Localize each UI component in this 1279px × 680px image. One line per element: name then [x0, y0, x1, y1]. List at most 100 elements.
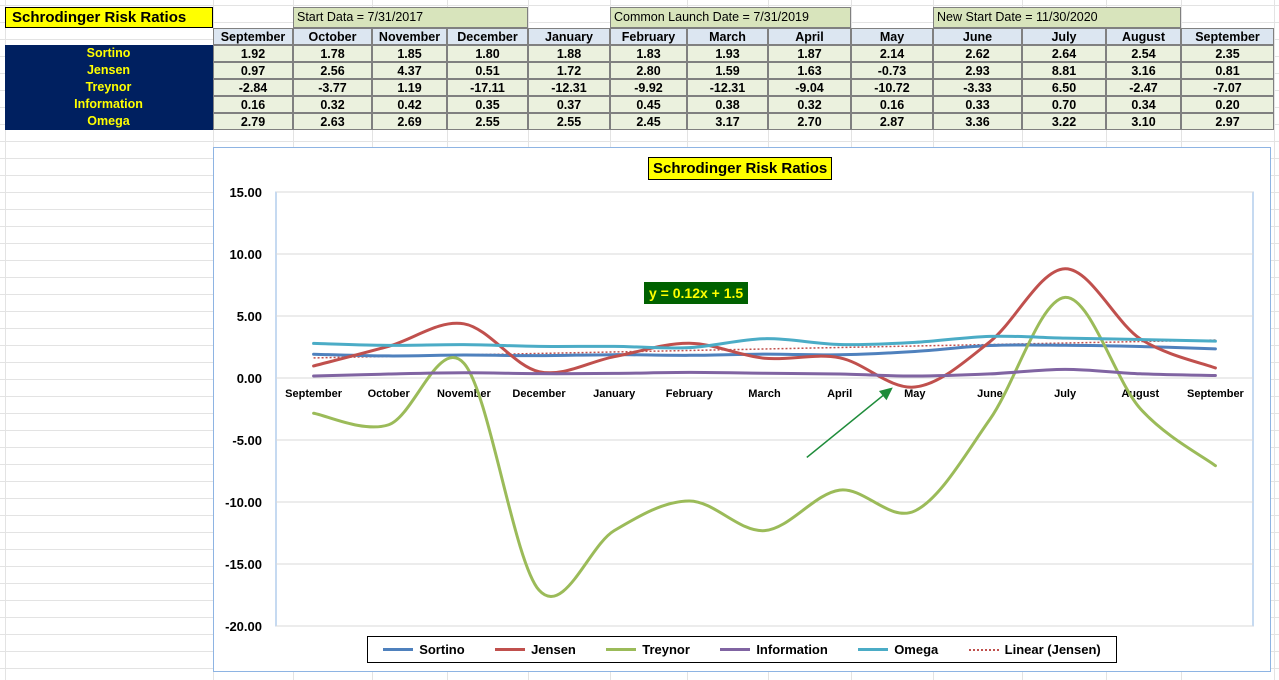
new-start-date-band[interactable]: New Start Date = 11/30/2020 — [933, 7, 1181, 28]
value-cell[interactable]: 1.93 — [687, 45, 768, 62]
value-cell[interactable]: 1.88 — [528, 45, 610, 62]
value-cell[interactable]: -10.72 — [851, 79, 933, 96]
sheet-column-line — [5, 0, 6, 680]
value-cell[interactable]: -12.31 — [687, 79, 768, 96]
value-cell[interactable]: 0.34 — [1106, 96, 1181, 113]
value-cell[interactable]: 2.45 — [610, 113, 687, 130]
value-cell[interactable]: 2.56 — [293, 62, 372, 79]
row-label-cell[interactable]: Treynor — [5, 79, 213, 96]
value-cell[interactable]: 1.72 — [528, 62, 610, 79]
legend-item-sortino: Sortino — [383, 642, 465, 657]
value-cell[interactable]: 1.80 — [447, 45, 528, 62]
value-cell[interactable]: 2.55 — [528, 113, 610, 130]
sheet-column-line — [1274, 0, 1275, 680]
value-cell[interactable]: 2.80 — [610, 62, 687, 79]
month-header-cell[interactable]: April — [768, 28, 851, 45]
value-cell[interactable]: 0.97 — [213, 62, 293, 79]
value-cell[interactable]: 0.81 — [1181, 62, 1274, 79]
month-header-cell[interactable]: June — [933, 28, 1022, 45]
month-header-cell[interactable]: September — [213, 28, 293, 45]
value-cell[interactable]: 3.36 — [933, 113, 1022, 130]
value-cell[interactable]: 1.92 — [213, 45, 293, 62]
value-cell[interactable]: -2.84 — [213, 79, 293, 96]
value-cell[interactable]: -0.73 — [851, 62, 933, 79]
value-cell[interactable]: 2.54 — [1106, 45, 1181, 62]
chart-plot-svg: 15.00 10.00 5.00 0.00 -5.00 -10.00 -15.00 -20.0… — [225, 185, 1254, 634]
row-label-cell[interactable]: Omega — [5, 113, 213, 130]
value-cell[interactable]: 1.19 — [372, 79, 447, 96]
value-cell[interactable]: -9.92 — [610, 79, 687, 96]
value-cell[interactable]: 1.87 — [768, 45, 851, 62]
legend-swatch-omega — [858, 648, 889, 651]
value-cell[interactable]: 0.37 — [528, 96, 610, 113]
value-cell[interactable]: 0.45 — [610, 96, 687, 113]
value-cell[interactable]: 1.83 — [610, 45, 687, 62]
value-cell[interactable]: 3.16 — [1106, 62, 1181, 79]
value-cell[interactable]: 0.16 — [851, 96, 933, 113]
value-cell[interactable]: 4.37 — [372, 62, 447, 79]
month-header-cell[interactable]: January — [528, 28, 610, 45]
value-cell[interactable]: 2.97 — [1181, 113, 1274, 130]
value-cell[interactable]: 0.42 — [372, 96, 447, 113]
month-header-cell[interactable]: August — [1106, 28, 1181, 45]
value-cell[interactable]: 2.55 — [447, 113, 528, 130]
value-cell[interactable]: 2.64 — [1022, 45, 1106, 62]
value-cell[interactable]: 2.14 — [851, 45, 933, 62]
value-cell[interactable]: -9.04 — [768, 79, 851, 96]
sheet-title-cell[interactable]: Schrodinger Risk Ratios — [5, 7, 213, 28]
value-cell[interactable]: -7.07 — [1181, 79, 1274, 96]
series-line-jensen — [312, 267, 1217, 389]
value-cell[interactable]: 0.70 — [1022, 96, 1106, 113]
value-cell[interactable]: 0.38 — [687, 96, 768, 113]
value-cell[interactable]: -17.11 — [447, 79, 528, 96]
month-header-cell[interactable]: March — [687, 28, 768, 45]
value-cell[interactable]: 2.93 — [933, 62, 1022, 79]
month-header-cell[interactable]: November — [372, 28, 447, 45]
value-cell[interactable]: 1.85 — [372, 45, 447, 62]
common-launch-date-band[interactable]: Common Launch Date = 7/31/2019 — [610, 7, 851, 28]
value-cell[interactable]: 0.32 — [293, 96, 372, 113]
month-header-cell[interactable]: February — [610, 28, 687, 45]
row-label-cell[interactable]: Information — [5, 96, 213, 113]
value-cell[interactable]: 2.87 — [851, 113, 933, 130]
value-cell[interactable]: 2.69 — [372, 113, 447, 130]
value-cell[interactable]: 1.59 — [687, 62, 768, 79]
value-cell[interactable]: 6.50 — [1022, 79, 1106, 96]
legend-label: Sortino — [419, 642, 465, 657]
value-cell[interactable]: 2.62 — [933, 45, 1022, 62]
month-header-cell[interactable]: May — [851, 28, 933, 45]
value-cell[interactable]: -3.77 — [293, 79, 372, 96]
value-cell[interactable]: 2.70 — [768, 113, 851, 130]
month-header-cell[interactable]: July — [1022, 28, 1106, 45]
start-date-band[interactable]: Start Data = 7/31/2017 — [293, 7, 528, 28]
value-cell[interactable]: 1.78 — [293, 45, 372, 62]
value-cell[interactable]: 0.33 — [933, 96, 1022, 113]
value-cell[interactable]: 2.35 — [1181, 45, 1274, 62]
row-label-cell[interactable]: Sortino — [5, 45, 213, 62]
value-cell[interactable]: 0.16 — [213, 96, 293, 113]
value-cell[interactable]: 3.17 — [687, 113, 768, 130]
x-tick-label: March — [748, 388, 781, 400]
value-cell[interactable]: 3.10 — [1106, 113, 1181, 130]
value-cell[interactable]: -3.33 — [933, 79, 1022, 96]
month-header-cell[interactable]: September — [1181, 28, 1274, 45]
value-cell[interactable]: 2.63 — [293, 113, 372, 130]
value-cell[interactable]: -12.31 — [528, 79, 610, 96]
value-cell[interactable]: 2.79 — [213, 113, 293, 130]
value-cell[interactable]: 8.81 — [1022, 62, 1106, 79]
value-cell[interactable]: 0.51 — [447, 62, 528, 79]
y-tick-label: -20.00 — [225, 619, 262, 634]
value-cell[interactable]: 1.63 — [768, 62, 851, 79]
row-label-cell[interactable]: Jensen — [5, 62, 213, 79]
value-cell[interactable]: 0.35 — [447, 96, 528, 113]
month-header-cell[interactable]: December — [447, 28, 528, 45]
x-tick-label: December — [512, 388, 566, 400]
month-header-cell[interactable]: October — [293, 28, 372, 45]
x-tick-label: September — [285, 388, 343, 400]
value-cell[interactable]: 0.32 — [768, 96, 851, 113]
value-cell[interactable]: 3.22 — [1022, 113, 1106, 130]
risk-ratio-chart[interactable]: Schrodinger Risk Ratios 15.00 10.00 5.00 0.… — [213, 147, 1271, 672]
legend-item-linear-jensen: Linear (Jensen) — [968, 642, 1101, 657]
value-cell[interactable]: -2.47 — [1106, 79, 1181, 96]
value-cell[interactable]: 0.20 — [1181, 96, 1274, 113]
